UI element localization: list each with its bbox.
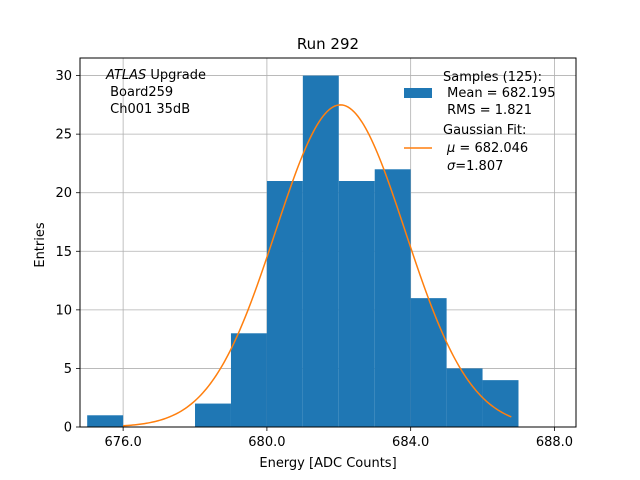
legend: Samples (125): Mean = 682.195 RMS = 1.82… — [404, 70, 555, 174]
histogram-bar-7 — [338, 181, 375, 427]
gaussian-fit-curve — [123, 104, 512, 427]
histogram-bars — [87, 75, 519, 428]
annotation-upgrade: Upgrade — [146, 68, 206, 83]
histogram-bar-3 — [195, 403, 231, 427]
legend-sigma-symbol: σ — [447, 159, 456, 174]
legend-samples-line-1: Samples (125): — [443, 70, 542, 85]
legend-fit-line-1: Gaussian Fit: — [443, 123, 526, 138]
x-axis-label: Energy [ADC Counts] — [259, 456, 396, 471]
legend-samples-line-2: Mean = 682.195 — [443, 86, 555, 101]
histogram-bar-8 — [374, 169, 411, 428]
x-tick-label-3: 688.0 — [536, 435, 573, 450]
histogram-bar-6 — [302, 75, 339, 428]
y-tick-label-3: 15 — [55, 245, 72, 260]
y-tick-label-6: 30 — [55, 69, 72, 84]
y-tick-label-1: 5 — [64, 362, 72, 377]
plot-frame — [79, 57, 577, 428]
annotation-line-2: Board259 — [106, 85, 173, 100]
y-tick-label-2: 10 — [55, 303, 72, 318]
annotation-atlas-italic: ATLAS — [105, 68, 146, 83]
legend-mu-value: = 682.046 — [455, 141, 528, 156]
legend-mu-symbol: μ — [446, 141, 455, 156]
histogram-bar-10 — [446, 368, 483, 427]
x-axis-ticks: 676.0 680.0 684.0 688.0 — [105, 427, 573, 450]
chart-title: Run 292 — [297, 35, 359, 53]
y-axis-ticks: 0 5 10 15 20 25 30 — [55, 69, 80, 436]
legend-sigma-value: =1.807 — [455, 159, 503, 174]
legend-fit-line-3: σ=1.807 — [447, 159, 503, 174]
y-tick-label-0: 0 — [64, 421, 72, 436]
histogram-bar-4 — [230, 333, 267, 427]
legend-samples-patch — [404, 88, 432, 98]
atlas-annotation: ATLAS Upgrade Board259 Ch001 35dB — [105, 68, 206, 117]
x-tick-label-2: 684.0 — [392, 435, 429, 450]
x-tick-label-1: 680.0 — [248, 435, 285, 450]
legend-fit-line-2: μ = 682.046 — [446, 141, 528, 156]
histogram-bar-11 — [482, 380, 519, 427]
y-axis-label: Entries — [33, 222, 48, 268]
histogram-bar-5 — [266, 181, 303, 427]
annotation-line-3: Ch001 35dB — [106, 102, 190, 117]
annotation-line-1: ATLAS Upgrade — [105, 68, 206, 83]
x-tick-label-0: 676.0 — [105, 435, 142, 450]
histogram-bar-9 — [410, 298, 447, 427]
y-tick-label-4: 20 — [55, 186, 72, 201]
y-tick-label-5: 25 — [55, 128, 72, 143]
histogram-bar-0 — [87, 415, 124, 427]
legend-samples-line-3: RMS = 1.821 — [443, 103, 532, 118]
